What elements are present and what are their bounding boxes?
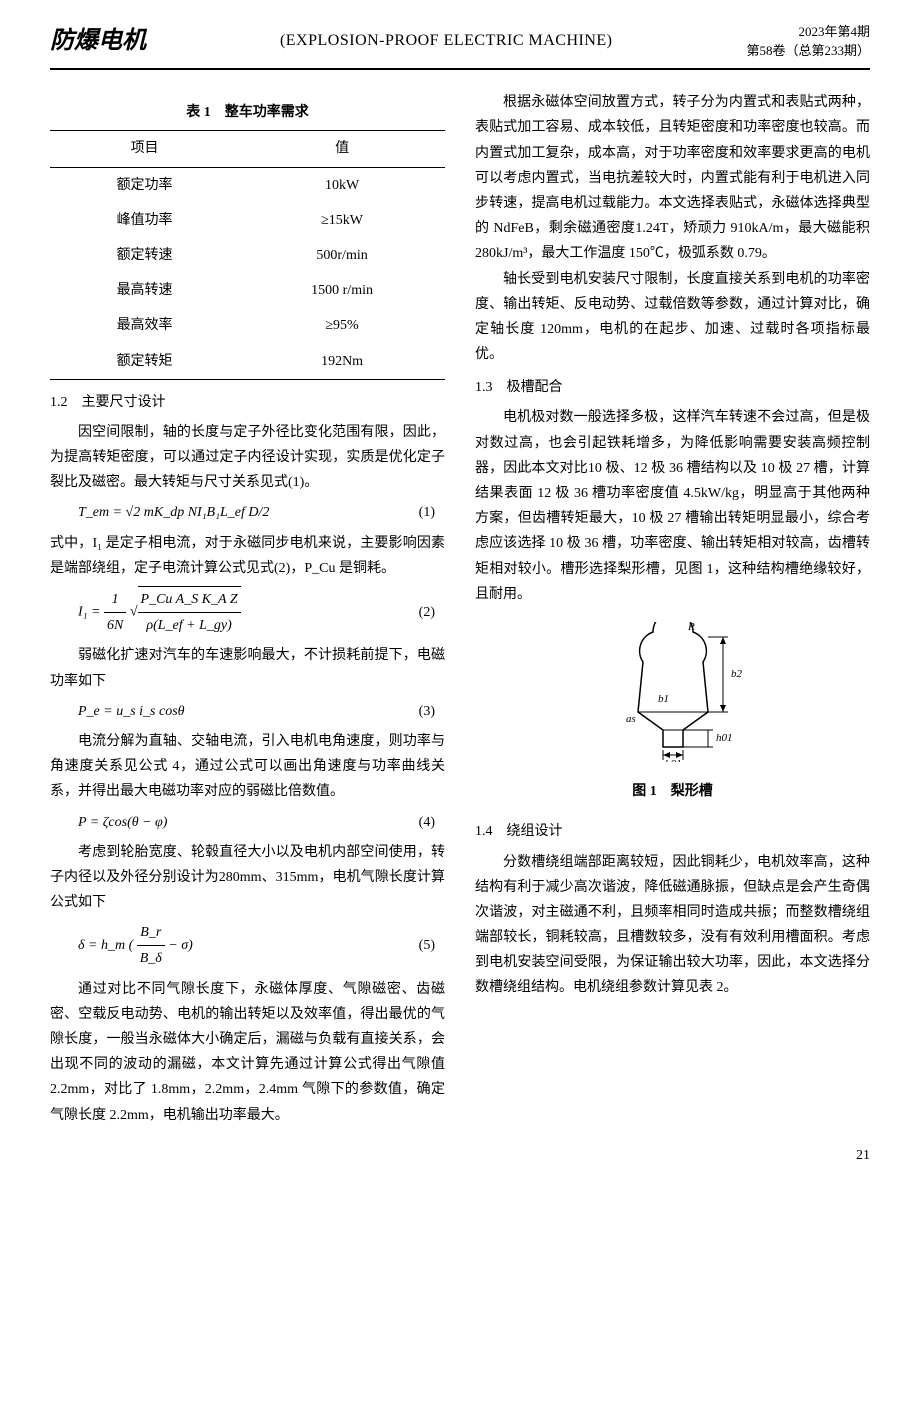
paragraph: 电流分解为直轴、交轴电流，引入电机电角速度，则功率与角速度关系见公式 4，通过公… [50, 729, 445, 805]
figure1-caption: 图 1 梨形槽 [475, 779, 870, 804]
page-header: 防爆电机 (EXPLOSION-PROOF ELECTRIC MACHINE) … [50, 20, 870, 70]
formula-number: (3) [419, 699, 445, 724]
formula-text: δ = h_m ( B_rB_δ − σ) [78, 920, 193, 971]
formula-text: T_em = √2 mK_dp NI₁B₁L_ef D/2 [78, 500, 269, 525]
right-column: 根据永磁体空间放置方式，转子分为内置式和表贴式两种，表贴式加工容易、成本较低，且… [475, 90, 870, 1128]
formula-number: (4) [419, 810, 445, 835]
table-row: 项目 值 [50, 131, 445, 167]
table1-caption: 表 1 整车功率需求 [50, 100, 445, 125]
section-1-2: 1.2 主要尺寸设计 [50, 390, 445, 415]
paragraph: 因空间限制，轴的长度与定子外径比变化范围有限，因此，为提高转矩密度，可以通过定子… [50, 420, 445, 496]
paragraph: 通过对比不同气隙长度下，永磁体厚度、气隙磁密、齿磁密、空载反电动势、电机的输出转… [50, 977, 445, 1128]
svg-text:b2: b2 [731, 668, 743, 680]
page-number: 21 [50, 1143, 870, 1168]
svg-text:b01: b01 [665, 758, 682, 762]
paragraph: 分数槽绕组端部距离较短，因此铜耗少，电机效率高，这种结构有利于减少高次谐波，降低… [475, 850, 870, 1001]
content-area: 表 1 整车功率需求 项目 值 额定功率10kW 峰值功率≥15kW 额定转速5… [50, 90, 870, 1128]
formula-5: δ = h_m ( B_rB_δ − σ) (5) [50, 920, 445, 971]
paragraph: 轴长受到电机安装尺寸限制，长度直接关系到电机的功率密度、输出转矩、反电动势、过载… [475, 267, 870, 368]
table-row: 额定转速500r/min [50, 238, 445, 273]
pear-slot-diagram: R b2 b1 as h01 b01 [583, 622, 763, 762]
formula-4: P = ζcos(θ − φ) (4) [50, 810, 445, 835]
table-row: 峰值功率≥15kW [50, 203, 445, 238]
formula-3: P_e = u_s i_s cosθ (3) [50, 699, 445, 724]
table1: 项目 值 额定功率10kW 峰值功率≥15kW 额定转速500r/min 最高转… [50, 130, 445, 379]
journal-name-en: (EXPLOSION-PROOF ELECTRIC MACHINE) [280, 27, 613, 56]
year-issue: 2023年第4期 [746, 23, 870, 41]
table-header: 项目 [50, 131, 239, 167]
svg-text:as: as [626, 713, 636, 725]
section-1-4: 1.4 绕组设计 [475, 819, 870, 844]
issue-info: 2023年第4期 第58卷（总第233期） [746, 23, 870, 59]
table-row: 最高转速1500 r/min [50, 273, 445, 308]
volume-info: 第58卷（总第233期） [746, 42, 870, 60]
formula-number: (2) [419, 600, 445, 625]
table-header: 值 [239, 131, 445, 167]
paragraph: 根据永磁体空间放置方式，转子分为内置式和表贴式两种，表贴式加工容易、成本较低，且… [475, 90, 870, 266]
journal-name-cn: 防爆电机 [50, 20, 146, 63]
paragraph: 式中，I₁ 是定子相电流，对于永磁同步电机来说，主要影响因素是端部绕组，定子电流… [50, 531, 445, 581]
paragraph: 电机极对数一般选择多极，这样汽车转速不会过高，但是极对数过高，也会引起铁耗增多，… [475, 405, 870, 607]
formula-text: P_e = u_s i_s cosθ [78, 699, 185, 724]
table-row: 最高效率≥95% [50, 308, 445, 343]
formula-2: I₁ = 16N √P_Cu A_S K_A Zρ(L_ef + L_gy) (… [50, 586, 445, 638]
formula-number: (1) [419, 500, 445, 525]
table-row: 额定功率10kW [50, 167, 445, 203]
svg-text:b1: b1 [658, 693, 669, 705]
formula-number: (5) [419, 933, 445, 958]
formula-1: T_em = √2 mK_dp NI₁B₁L_ef D/2 (1) [50, 500, 445, 525]
section-1-3: 1.3 极槽配合 [475, 375, 870, 400]
paragraph: 弱磁化扩速对汽车的车速影响最大，不计损耗前提下，电磁功率如下 [50, 643, 445, 693]
formula-text: P = ζcos(θ − φ) [78, 810, 167, 835]
table-row: 额定转矩192Nm [50, 344, 445, 380]
figure-1: R b2 b1 as h01 b01 图 1 梨形槽 [475, 622, 870, 804]
paragraph: 考虑到轮胎宽度、轮毂直径大小以及电机内部空间使用，转子内径以及外径分别设计为28… [50, 840, 445, 916]
formula-text: I₁ = 16N √P_Cu A_S K_A Zρ(L_ef + L_gy) [78, 586, 241, 638]
svg-text:h01: h01 [716, 732, 733, 744]
svg-text:R: R [687, 622, 695, 633]
left-column: 表 1 整车功率需求 项目 值 额定功率10kW 峰值功率≥15kW 额定转速5… [50, 90, 445, 1128]
